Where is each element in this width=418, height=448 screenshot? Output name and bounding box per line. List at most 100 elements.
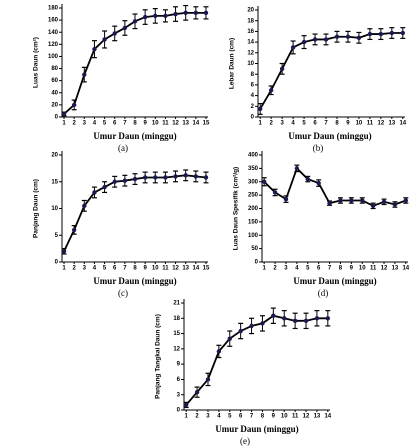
- point: [238, 328, 243, 334]
- point: [294, 166, 300, 171]
- y-tick-label: 100: [48, 54, 59, 60]
- point: [82, 203, 87, 209]
- point: [327, 200, 332, 206]
- panel-caption: (a): [118, 143, 128, 153]
- y-tick-label: 160: [48, 18, 59, 24]
- point: [142, 175, 148, 180]
- point: [403, 198, 409, 203]
- point: [132, 176, 138, 182]
- x-tick-label: 2: [269, 121, 273, 127]
- x-tick-label: 9: [272, 414, 276, 420]
- x-tick-label: 10: [356, 121, 363, 127]
- y-tick-label: 0: [251, 115, 255, 121]
- y-tick-label: 18: [173, 316, 180, 322]
- panel-caption: (c): [118, 288, 128, 298]
- x-tick-label: 9: [143, 266, 147, 272]
- point: [370, 203, 376, 209]
- point: [389, 30, 395, 36]
- x-tick-label: 14: [402, 266, 409, 272]
- point: [349, 198, 354, 203]
- point: [132, 19, 138, 24]
- y-tick-label: 21: [173, 301, 180, 307]
- x-tick-label: 8: [133, 121, 137, 127]
- x-tick-label: 6: [313, 121, 317, 127]
- x-tick-label: 1: [259, 121, 263, 127]
- y-tick-label: 20: [51, 102, 58, 108]
- point: [142, 14, 148, 20]
- y-tick-label: 150: [248, 219, 259, 225]
- x-tick-label: 14: [192, 266, 199, 272]
- x-tick-label: 14: [324, 414, 331, 420]
- y-tick-label: 80: [51, 66, 58, 72]
- point: [257, 106, 263, 112]
- y-tick-label: 180: [48, 6, 59, 12]
- x-tick-label: 12: [303, 414, 310, 420]
- x-tick-label: 7: [324, 121, 328, 127]
- y-tick-label: 8: [251, 72, 255, 78]
- x-tick-label: 11: [367, 121, 374, 127]
- y-tick-label: 60: [51, 78, 58, 84]
- x-tick-label: 5: [306, 266, 310, 272]
- data-line: [185, 314, 328, 406]
- y-tick-label: 18: [247, 18, 254, 24]
- y-tick-label: 400: [248, 153, 259, 159]
- y-tick-label: 6: [177, 377, 181, 383]
- point: [61, 249, 67, 254]
- y-axis-label: Luas Daun Spesifik (cm²/g): [233, 167, 240, 250]
- point: [216, 349, 222, 354]
- x-tick-label: 10: [281, 414, 288, 420]
- point: [282, 316, 287, 321]
- panel: Lebar Daun (cm) Umur Daun (minggu) (b) 0 2 4 6…: [229, 6, 407, 153]
- panel-caption: (b): [313, 143, 324, 153]
- y-tick-label: 300: [248, 179, 259, 185]
- x-tick-label: 14: [192, 121, 199, 127]
- point: [325, 316, 331, 321]
- x-tick-label: 10: [152, 266, 159, 272]
- point: [378, 31, 384, 37]
- point: [173, 174, 178, 179]
- x-axis-label: Umur Daun (minggu): [293, 276, 376, 286]
- y-tick-label: 6: [251, 82, 255, 88]
- point: [82, 72, 87, 77]
- data-line: [63, 174, 207, 252]
- panel: Panjang Tangkai Daun (cm) Umur Daun (ming…: [155, 299, 332, 446]
- x-tick-label: 3: [206, 414, 210, 420]
- point: [205, 377, 211, 382]
- point: [356, 35, 362, 41]
- x-tick-label: 15: [203, 266, 210, 272]
- point: [71, 102, 77, 108]
- point: [334, 34, 340, 39]
- x-tick-label: 14: [399, 121, 406, 127]
- point: [260, 321, 265, 326]
- y-tick-label: 14: [247, 40, 254, 46]
- x-tick-label: 2: [72, 266, 76, 272]
- y-tick-label: 20: [51, 153, 58, 159]
- x-tick-label: 9: [143, 121, 147, 127]
- point: [71, 227, 77, 233]
- x-tick-label: 8: [335, 121, 339, 127]
- x-tick-label: 4: [295, 266, 299, 272]
- x-tick-label: 2: [72, 121, 76, 127]
- point: [227, 336, 232, 341]
- point: [183, 173, 188, 178]
- y-tick-label: 16: [247, 29, 254, 35]
- y-tick-label: 20: [247, 8, 254, 14]
- x-tick-label: 10: [359, 266, 366, 272]
- x-tick-label: 13: [182, 121, 189, 127]
- y-axis-label: Lebar Daun (cm): [229, 38, 236, 89]
- x-tick-label: 10: [152, 121, 159, 127]
- point: [292, 318, 298, 324]
- point: [61, 111, 67, 117]
- x-tick-label: 1: [263, 266, 267, 272]
- point: [360, 198, 365, 203]
- point: [316, 180, 321, 186]
- point: [193, 10, 199, 16]
- y-axis-label: Panjang Tangkai Daun (cm): [155, 314, 162, 399]
- x-tick-label: 6: [113, 266, 117, 272]
- x-tick-label: 5: [103, 121, 107, 127]
- point: [112, 179, 117, 184]
- x-tick-label: 1: [62, 121, 66, 127]
- point: [400, 30, 406, 36]
- y-tick-label: 15: [173, 331, 180, 337]
- y-axis-label: Panjang Daun (cm): [33, 179, 40, 238]
